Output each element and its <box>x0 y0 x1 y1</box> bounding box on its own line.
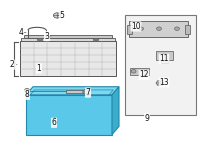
Circle shape <box>175 27 179 30</box>
Bar <box>130 68 149 75</box>
Text: 2: 2 <box>10 60 14 69</box>
Circle shape <box>93 38 99 41</box>
Text: 1: 1 <box>37 64 41 73</box>
Text: 6: 6 <box>52 118 56 127</box>
Circle shape <box>37 38 43 41</box>
Text: 9: 9 <box>145 114 149 123</box>
Circle shape <box>131 70 136 73</box>
Text: 5: 5 <box>60 11 64 20</box>
Text: 13: 13 <box>159 78 169 87</box>
Bar <box>21 38 115 41</box>
Circle shape <box>157 27 161 30</box>
Polygon shape <box>26 87 119 95</box>
Circle shape <box>95 39 97 41</box>
Bar <box>24 35 112 38</box>
Polygon shape <box>156 81 164 86</box>
Polygon shape <box>112 87 119 135</box>
Text: 8: 8 <box>25 90 29 99</box>
Bar <box>20 41 116 76</box>
Circle shape <box>24 88 30 92</box>
Bar <box>125 15 196 115</box>
Text: 7: 7 <box>86 88 90 97</box>
Text: 10: 10 <box>131 22 141 31</box>
Bar <box>156 51 173 60</box>
Text: 11: 11 <box>159 54 169 63</box>
Circle shape <box>39 39 41 41</box>
Text: 3: 3 <box>45 31 49 41</box>
Circle shape <box>139 27 143 30</box>
Bar <box>66 90 86 93</box>
Bar <box>127 25 132 34</box>
Bar <box>129 21 188 37</box>
Text: 4: 4 <box>19 28 23 37</box>
Circle shape <box>158 82 162 85</box>
Text: 12: 12 <box>139 70 149 80</box>
Circle shape <box>83 90 89 94</box>
Circle shape <box>53 13 61 18</box>
Polygon shape <box>26 95 112 135</box>
Bar <box>161 60 168 63</box>
Bar <box>185 25 190 34</box>
